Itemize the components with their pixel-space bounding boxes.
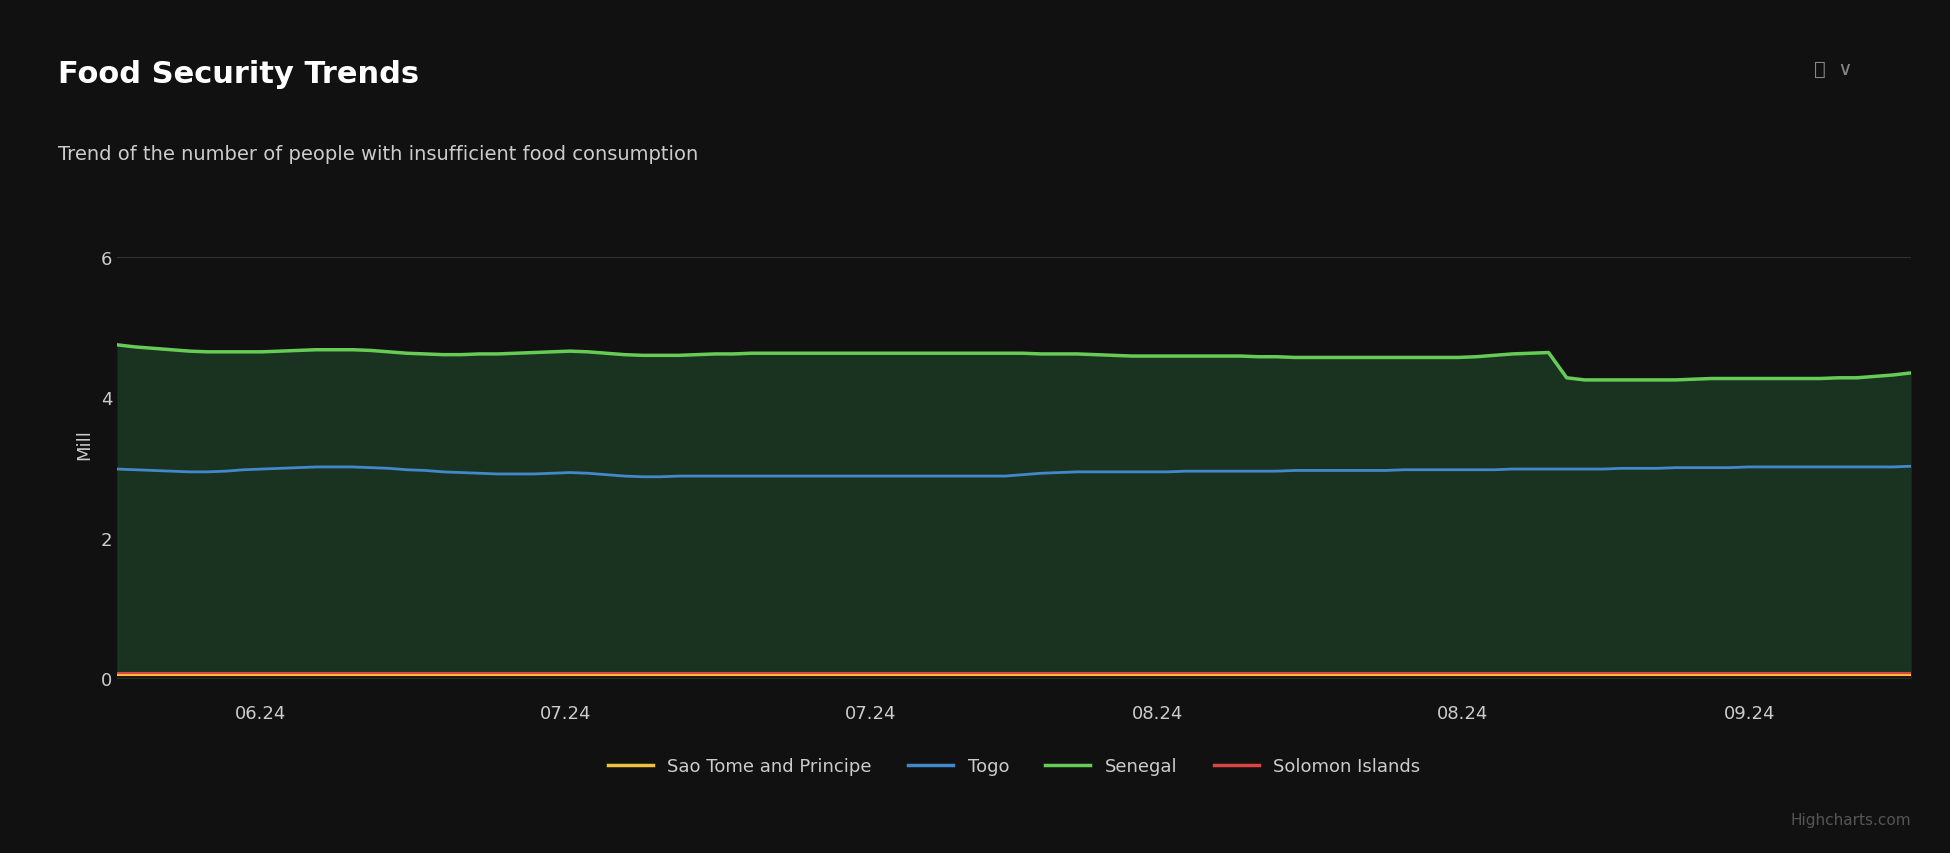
Text: Highcharts.com: Highcharts.com xyxy=(1790,812,1911,827)
Legend: Sao Tome and Principe, Togo, Senegal, Solomon Islands: Sao Tome and Principe, Togo, Senegal, So… xyxy=(601,750,1427,782)
Text: Trend of the number of people with insufficient food consumption: Trend of the number of people with insuf… xyxy=(58,145,698,164)
Text: ⓘ  ∨: ⓘ ∨ xyxy=(1814,60,1852,78)
Text: Food Security Trends: Food Security Trends xyxy=(58,60,419,89)
Y-axis label: Mill: Mill xyxy=(76,428,94,459)
